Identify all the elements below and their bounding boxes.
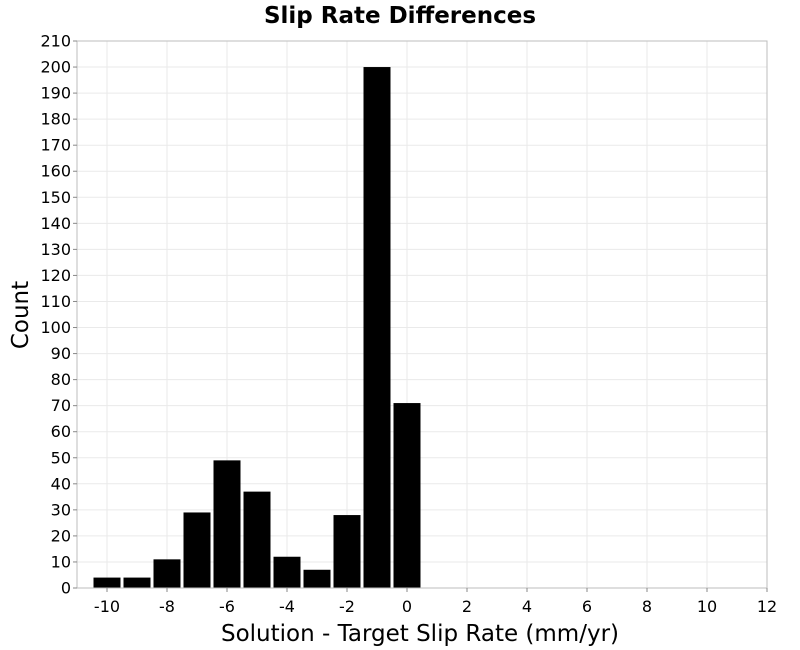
x-tick-label: 6 (582, 597, 592, 616)
axis-ticks: 0102030405060708090100110120130140150160… (40, 32, 777, 617)
y-tick-label: 200 (40, 58, 71, 77)
y-tick-label: 90 (51, 344, 71, 363)
y-tick-label: 30 (51, 500, 71, 519)
histogram-bar (333, 515, 361, 588)
y-tick-label: 100 (40, 318, 71, 337)
y-axis-title: Count (8, 281, 34, 349)
y-tick-label: 160 (40, 162, 71, 181)
histogram-bar (153, 559, 181, 588)
y-tick-label: 0 (61, 579, 71, 598)
histogram-bar (273, 556, 301, 588)
histogram-bar (393, 403, 421, 588)
y-tick-label: 210 (40, 32, 71, 51)
grid-lines (77, 40, 768, 589)
x-tick-label: 8 (642, 597, 652, 616)
x-tick-label: 0 (402, 597, 412, 616)
x-tick-label: 4 (522, 597, 532, 616)
x-tick-label: -6 (219, 597, 235, 616)
histogram-bar (213, 460, 241, 588)
x-tick-label: -10 (94, 597, 120, 616)
y-tick-label: 130 (40, 240, 71, 259)
chart-title: Slip Rate Differences (264, 3, 536, 29)
histogram-bar (243, 491, 271, 588)
y-tick-label: 120 (40, 266, 71, 285)
x-tick-label: 12 (757, 597, 777, 616)
plot-frame (76, 40, 768, 589)
y-tick-label: 110 (40, 292, 71, 311)
x-tick-label: -2 (339, 597, 355, 616)
x-axis-title: Solution - Target Slip Rate (mm/yr) (221, 621, 619, 647)
y-tick-label: 180 (40, 110, 71, 129)
y-tick-label: 20 (51, 526, 71, 545)
y-tick-label: 60 (51, 422, 71, 441)
histogram-bar (363, 67, 391, 589)
y-tick-label: 140 (40, 214, 71, 233)
x-tick-label: -8 (159, 597, 175, 616)
y-tick-label: 50 (51, 448, 71, 467)
y-tick-label: 170 (40, 136, 71, 155)
y-tick-label: 80 (51, 370, 71, 389)
y-tick-label: 70 (51, 396, 71, 415)
histogram-bar (123, 577, 151, 588)
histogram-bar (183, 512, 211, 588)
x-tick-label: 2 (462, 597, 472, 616)
y-tick-label: 190 (40, 84, 71, 103)
y-tick-label: 150 (40, 188, 71, 207)
histogram-bar (303, 569, 331, 588)
x-tick-label: -4 (279, 597, 295, 616)
y-tick-label: 40 (51, 474, 71, 493)
x-tick-label: 10 (697, 597, 717, 616)
bars (93, 67, 421, 589)
y-tick-label: 10 (51, 552, 71, 571)
histogram-bar (93, 577, 121, 588)
